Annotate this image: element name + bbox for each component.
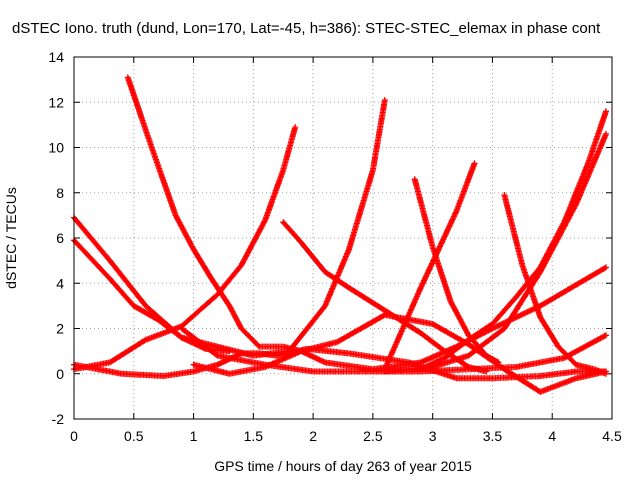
x-tick-label: 1.5 (244, 428, 264, 444)
y-tick-label: -2 (52, 411, 65, 427)
plot-frame (73, 56, 613, 420)
data-marks (71, 74, 609, 395)
series-path (381, 130, 609, 375)
y-tick-label: 0 (56, 366, 64, 382)
x-tick-label: 1 (190, 428, 198, 444)
x-tick-label: 2.5 (363, 428, 383, 444)
x-tick-label: 0.5 (124, 428, 144, 444)
y-tick-label: 10 (48, 140, 64, 156)
y-tick-label: 8 (56, 185, 64, 201)
series-s11 (411, 176, 502, 366)
x-tick-label: 3 (429, 428, 437, 444)
ticks: 0 0.5 1 1.5 2 2.5 3 3.5 4 4.5 -2 0 2 4 6 8 10 12 14 (48, 49, 622, 444)
series-s7 (190, 311, 609, 395)
series-path (71, 124, 299, 373)
y-tick-label: 4 (56, 275, 64, 291)
series-s8 (280, 219, 490, 375)
series-path (71, 97, 388, 359)
y-tick-label: 12 (48, 94, 64, 110)
x-tick-label: 4 (548, 428, 556, 444)
series-s9 (381, 130, 609, 375)
series-s2 (71, 97, 388, 359)
series-s1 (71, 124, 299, 373)
x-tick-label: 0 (70, 428, 78, 444)
y-axis-label: dSTEC / TECUs (3, 187, 19, 289)
x-tick-label: 3.5 (483, 428, 503, 444)
y-tick-label: 2 (56, 321, 64, 337)
y-tick-label: 14 (48, 49, 64, 65)
y-tick-label: 6 (56, 230, 64, 246)
chart-title: dSTEC Iono. truth (dund, Lon=170, Lat=-4… (12, 20, 601, 37)
series-s13 (501, 192, 609, 377)
series-s12 (417, 108, 609, 373)
x-tick-label: 2 (309, 428, 317, 444)
series-path (501, 192, 609, 377)
x-tick-label: 4.5 (602, 428, 622, 444)
x-axis-label: GPS time / hours of day 263 of year 2015 (214, 458, 472, 474)
